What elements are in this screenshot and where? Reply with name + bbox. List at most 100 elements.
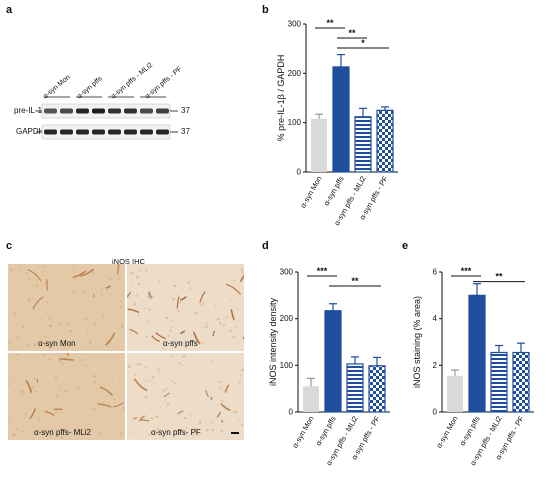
tissue-speck (120, 325, 124, 329)
tissue-speck (146, 335, 149, 338)
tissue-speck (217, 266, 220, 269)
tissue-speck (84, 427, 87, 430)
tissue-speck (202, 327, 205, 329)
tissue-speck (92, 374, 96, 378)
tissue-speck (194, 372, 197, 375)
tissue-speck (86, 332, 89, 335)
tissue-speck (241, 368, 244, 372)
tissue-speck (218, 380, 221, 383)
tissue-speck (8, 383, 10, 386)
band-il1b (124, 108, 137, 114)
micrograph-background (127, 353, 244, 440)
tissue-speck (207, 292, 210, 295)
tissue-speck (221, 400, 224, 402)
tissue-speck (202, 404, 205, 406)
micrograph-label-pffs: α-syn pffs (163, 339, 198, 348)
panel-letter-d: d (262, 240, 269, 252)
significance-label: ** (326, 18, 334, 28)
micrograph-pffs: α-syn pffs (127, 264, 244, 351)
tissue-speck (240, 268, 243, 271)
tissue-speck (134, 374, 137, 377)
stained-vessel (129, 328, 139, 335)
tissue-speck (178, 362, 181, 365)
x-tick-label: α-syn Mon (290, 415, 315, 450)
stained-vessel (32, 296, 44, 310)
mw-marker-il1b: 37 (181, 106, 190, 115)
y-tick-label: 300 (280, 268, 294, 277)
stained-vessel (163, 392, 170, 397)
tissue-speck (210, 359, 213, 362)
tissue-speck (224, 404, 226, 407)
tissue-speck (202, 301, 205, 305)
micrograph-pffs-image (127, 264, 244, 351)
tissue-speck (52, 320, 54, 323)
stained-vessel (205, 390, 210, 398)
band-gapdh (156, 129, 169, 135)
tissue-speck (137, 313, 140, 316)
tissue-speck (99, 431, 102, 434)
tissue-speck (117, 346, 119, 348)
tissue-speck (174, 382, 177, 385)
tissue-speck (178, 301, 182, 304)
tissue-speck (216, 318, 218, 320)
panel-letter-b: b (262, 4, 269, 16)
tissue-speck (188, 412, 191, 415)
tissue-speck (113, 398, 115, 400)
y-tick-label: 2 (433, 361, 438, 370)
tissue-speck (225, 316, 228, 319)
tissue-speck (196, 321, 199, 324)
micrograph-mli2: α-syn pffs- MLi2 (8, 353, 125, 440)
tissue-speck (119, 300, 122, 303)
tissue-speck (222, 323, 226, 327)
blot-svg (36, 96, 178, 140)
tissue-speck (55, 411, 58, 414)
micrograph-mon: α-syn Mon (8, 264, 125, 351)
tissue-speck (16, 432, 19, 435)
tissue-speck (148, 308, 151, 311)
tissue-speck (182, 356, 185, 358)
tissue-speck (120, 432, 123, 435)
tissue-speck (229, 329, 232, 333)
tissue-speck (20, 430, 24, 433)
tissue-speck (94, 407, 97, 410)
bar (368, 365, 386, 413)
tissue-speck (194, 427, 197, 430)
tissue-speck (220, 429, 224, 433)
x-tick-label: α-syn Mon (298, 175, 323, 210)
tissue-speck (55, 395, 58, 398)
tissue-speck (224, 266, 226, 268)
tissue-speck (13, 312, 16, 315)
stained-vessel (216, 411, 222, 418)
tissue-speck (155, 415, 159, 418)
band-gapdh (44, 129, 57, 135)
tissue-speck (63, 345, 66, 348)
tissue-speck (58, 384, 61, 387)
y-tick-label: 0 (433, 408, 438, 417)
stained-vessel (147, 291, 152, 299)
tissue-speck (49, 318, 52, 321)
tissue-speck (189, 287, 192, 290)
tissue-speck (214, 305, 217, 308)
stained-vessel (113, 401, 125, 408)
x-tick-label: α-syn pffs (322, 174, 346, 207)
tissue-speck (185, 426, 188, 429)
mw-marker-gapdh: 37 (181, 127, 190, 136)
stained-vessel (220, 402, 231, 411)
tissue-speck (70, 267, 73, 270)
tissue-speck (38, 418, 41, 421)
micrograph-grid: α-syn Mon α-syn pffs α-syn pffs- MLi2 α-… (8, 264, 244, 440)
tissue-speck (233, 411, 236, 414)
tissue-speck (59, 390, 62, 393)
tissue-speck (171, 325, 174, 328)
y-axis-label: iNOS intensity density (268, 297, 278, 386)
tissue-speck (164, 399, 166, 401)
stained-vessel (44, 410, 55, 416)
y-tick-label: 100 (280, 361, 294, 370)
panel-letter-c: c (6, 240, 13, 252)
tissue-speck (233, 279, 235, 282)
panel-letter-a: a (6, 4, 13, 16)
tissue-speck (157, 372, 160, 375)
stained-vessel (27, 269, 42, 282)
x-tick-label: α-syn pffs (314, 414, 338, 447)
tissue-speck (37, 301, 40, 304)
